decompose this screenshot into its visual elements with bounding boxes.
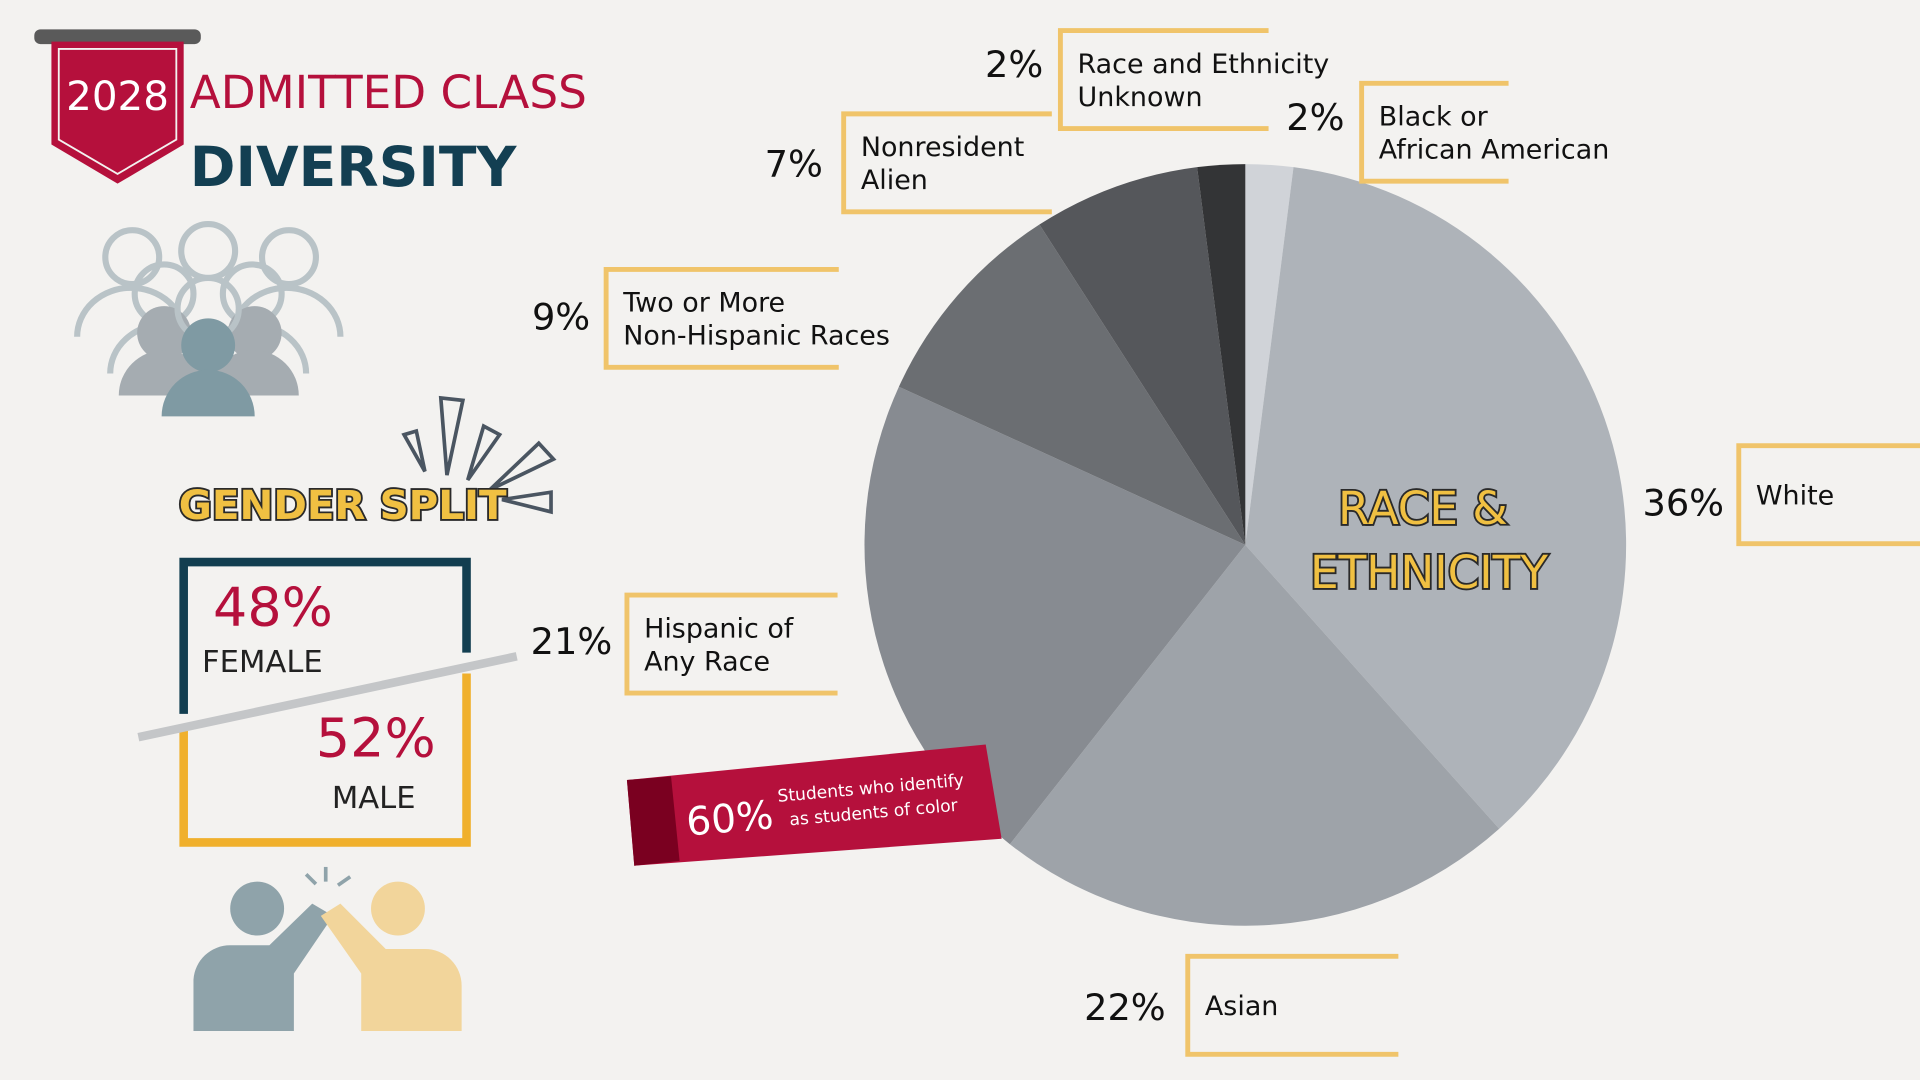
category-label: White <box>1756 480 1834 511</box>
pie-chart <box>864 164 1627 926</box>
pie-slice <box>1245 167 1627 829</box>
callout-value: 60% <box>685 793 776 845</box>
race-title-line-1: RACE & <box>1338 482 1508 535</box>
category-label: Two or More <box>622 288 785 319</box>
label-frame <box>1185 953 1399 1057</box>
people-icon <box>74 221 344 417</box>
percent-label: 21% <box>531 620 613 663</box>
percent-label: 9% <box>532 295 590 338</box>
header: 2028 ADMITTED CLASS DIVERSITY <box>34 29 587 199</box>
race-title-line-2: ETHNICITY <box>1310 546 1548 599</box>
category-label: Race and Ethnicity <box>1078 49 1330 80</box>
percent-label: 2% <box>985 43 1043 86</box>
category-label: Unknown <box>1078 82 1203 113</box>
female-box <box>179 557 471 714</box>
title-line-1: ADMITTED CLASS <box>190 66 587 119</box>
percent-label: 22% <box>1084 986 1166 1029</box>
label-frame <box>841 111 1052 215</box>
percent-label: 2% <box>1286 96 1344 139</box>
sparkle-gender <box>401 395 557 515</box>
male-label: MALE <box>332 781 416 816</box>
ribbon <box>51 41 184 184</box>
gender-split: GENDER SPLIT 48% FEMALE 52% MALE <box>137 479 518 847</box>
male-percent: 52% <box>316 707 436 770</box>
label-frame <box>603 266 839 370</box>
pie-slice <box>864 386 1246 845</box>
year: 2028 <box>66 72 169 120</box>
female-percent: 48% <box>213 576 333 639</box>
label-frame <box>1057 28 1269 132</box>
category-label: Nonresident <box>861 132 1025 163</box>
label-frame <box>1736 443 1920 547</box>
callout: 60% Students who identify as students of… <box>626 744 1002 866</box>
category-label: Alien <box>861 165 928 196</box>
title-line-2: DIVERSITY <box>190 135 518 199</box>
pie-slice <box>898 224 1246 545</box>
label-frame <box>1359 80 1509 184</box>
high-five-icon <box>193 866 462 1032</box>
category-label: Hispanic of <box>644 613 794 644</box>
category-label: Any Race <box>644 646 770 677</box>
category-label: Non-Hispanic Races <box>623 321 890 352</box>
pie-slice <box>1245 164 1294 545</box>
pie-slice <box>1197 164 1246 545</box>
pie-slice <box>1009 544 1500 926</box>
pie-slice <box>1039 167 1246 545</box>
callout-tab <box>626 776 680 866</box>
callout-ribbon <box>626 744 1002 866</box>
race-title: RACE & ETHNICITY <box>1308 480 1550 600</box>
gender-title: GENDER SPLIT <box>179 481 507 529</box>
male-box <box>179 673 471 847</box>
category-label: African American <box>1379 135 1610 166</box>
divider <box>137 652 518 742</box>
label-frame <box>624 592 838 696</box>
percent-label: 7% <box>765 142 823 185</box>
ribbon-rod <box>34 29 201 45</box>
female-label: FEMALE <box>202 645 323 680</box>
category-label: Black or <box>1379 102 1489 133</box>
percent-label: 36% <box>1642 482 1724 525</box>
category-label: Asian <box>1205 991 1278 1022</box>
ribbon-border <box>57 48 178 175</box>
